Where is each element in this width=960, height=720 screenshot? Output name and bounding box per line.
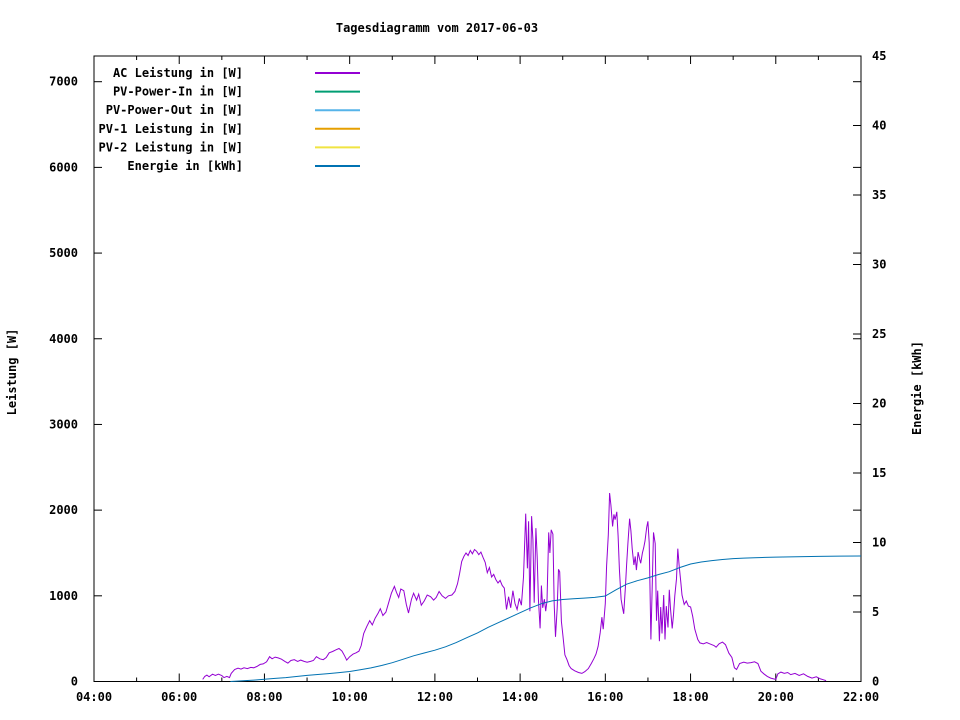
x-tick-label: 10:00 <box>332 690 368 704</box>
y1-tick-label: 7000 <box>49 75 78 89</box>
series-line-energie-in-kwh- <box>230 555 862 682</box>
legend-item-label: PV-Power-In in [W] <box>113 85 243 99</box>
y2-axis-label: Energie [kWh] <box>910 341 924 435</box>
y1-tick-label: 6000 <box>49 160 78 174</box>
y-axis-label: Leistung [W] <box>5 329 19 416</box>
chart-title: Tagesdiagramm vom 2017-06-03 <box>336 21 538 35</box>
plot-frame <box>93 55 862 682</box>
x-tick-label: 18:00 <box>672 690 708 704</box>
y2-tick-label: 15 <box>872 466 886 480</box>
y2-tick-label: 25 <box>872 327 886 341</box>
y1-tick-label: 2000 <box>49 503 78 517</box>
legend-item-label: PV-2 Leistung in [W] <box>99 140 244 154</box>
y2-tick-label: 30 <box>872 258 886 272</box>
x-tick-label: 20:00 <box>758 690 794 704</box>
y1-tick-label: 3000 <box>49 417 78 431</box>
y2-tick-label: 0 <box>872 675 879 689</box>
legend: AC Leistung in [W] PV-Power-In in [W] PV-P… <box>99 66 360 173</box>
y1-tick-label: 5000 <box>49 246 78 260</box>
x-tick-label: 16:00 <box>587 690 623 704</box>
y1-tick-label: 4000 <box>49 332 78 346</box>
y1-tick-label: 0 <box>71 675 78 689</box>
legend-item-label: PV-Power-Out in [W] <box>106 103 243 117</box>
y2-tick-label: 35 <box>872 188 886 202</box>
series-layer <box>202 492 862 682</box>
x-tick-label: 14:00 <box>502 690 538 704</box>
x-tick-label: 12:00 <box>417 690 453 704</box>
y2-tick-label: 40 <box>872 119 886 133</box>
tick-labels: 04:00 06:00 08:00 10:00 12:00 14:00 16:00 18:00… <box>49 49 886 704</box>
x-tick-label: 04:00 <box>76 690 112 704</box>
x-tick-label: 22:00 <box>843 690 879 704</box>
y2-tick-label: 10 <box>872 536 886 550</box>
y2-tick-label: 20 <box>872 397 886 411</box>
legend-item-label: AC Leistung in [W] <box>113 66 243 80</box>
y2-tick-label: 5 <box>872 605 879 619</box>
y1-tick-label: 1000 <box>49 589 78 603</box>
series-line-ac-leistung-in-w- <box>202 492 827 682</box>
legend-item-label: Energie in [kWh] <box>127 159 243 173</box>
y2-tick-label: 45 <box>872 49 886 63</box>
x-tick-label: 06:00 <box>161 690 197 704</box>
legend-item-label: PV-1 Leistung in [W] <box>99 122 244 136</box>
x-tick-label: 08:00 <box>246 690 282 704</box>
